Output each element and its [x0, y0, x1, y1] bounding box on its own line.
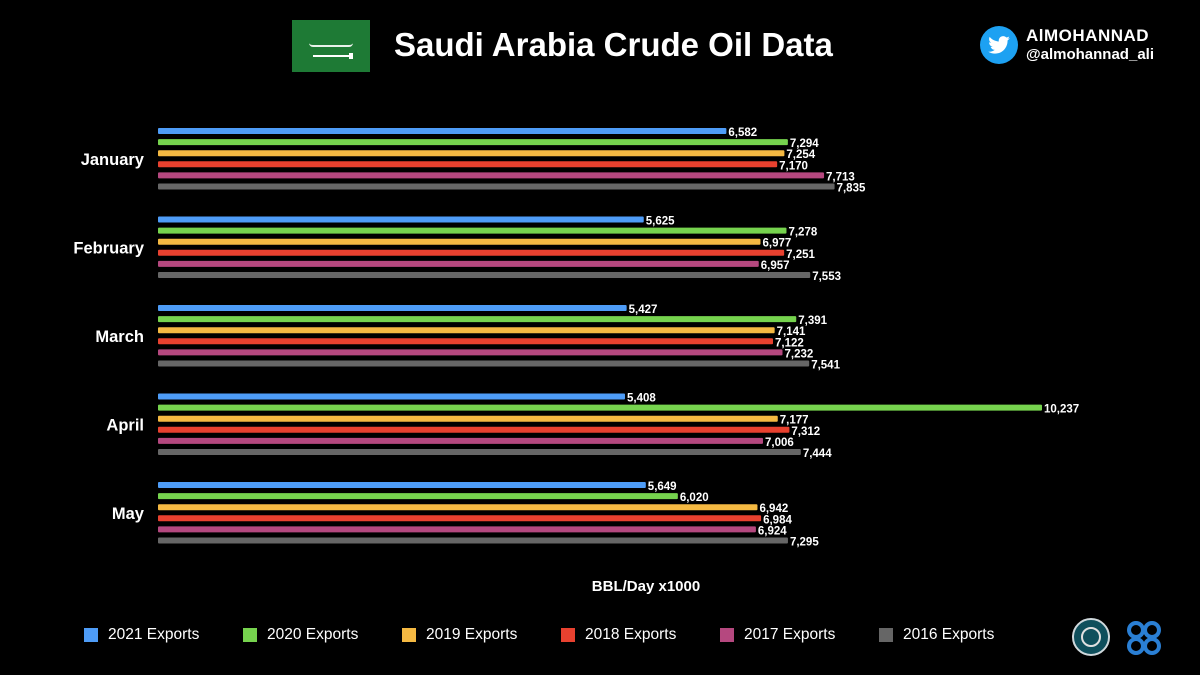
bar-value-label: 7,835 — [837, 183, 866, 195]
bar-value-label: 6,984 — [763, 514, 792, 526]
bar-value-label: 7,391 — [798, 315, 827, 327]
bar-may-2 — [158, 504, 758, 511]
category-label-january: January — [81, 151, 145, 169]
bar-value-label: 7,294 — [790, 138, 819, 150]
bar-march-2 — [158, 327, 775, 334]
x-axis-label: BBL/Day x1000 — [592, 578, 700, 595]
legend-item: 2016 Exports — [879, 626, 1038, 644]
brand-handle: @almohannad_ali — [1026, 46, 1154, 63]
legend-item: 2019 Exports — [402, 626, 561, 644]
bar-march-4 — [158, 349, 783, 356]
legend-swatch — [243, 628, 257, 642]
bar-january-0 — [158, 128, 727, 134]
bar-january-1 — [158, 139, 788, 146]
bar-march-1 — [158, 316, 797, 323]
bar-may-5 — [158, 537, 788, 544]
legend-item: 2020 Exports — [243, 626, 402, 644]
category-label-april: April — [106, 416, 144, 434]
bar-february-1 — [158, 227, 787, 234]
legend-label: 2020 Exports — [267, 626, 359, 643]
bar-value-label: 6,942 — [759, 503, 788, 515]
bar-value-label: 6,977 — [762, 238, 791, 250]
bar-value-label: 7,553 — [812, 271, 841, 283]
legend: 2021 Exports 2020 Exports 2019 Exports 2018… — [84, 626, 1038, 644]
bar-april-2 — [158, 415, 778, 422]
bar-value-label: 5,625 — [646, 216, 675, 228]
bar-value-label: 5,649 — [648, 481, 677, 493]
bar-value-label: 7,713 — [826, 171, 855, 183]
bar-value-label: 7,295 — [790, 537, 819, 549]
legend-swatch — [402, 628, 416, 642]
bar-february-0 — [158, 216, 644, 223]
bar-value-label: 6,924 — [758, 525, 787, 537]
bar-may-4 — [158, 526, 756, 533]
bar-march-5 — [158, 360, 810, 367]
bar-january-2 — [158, 150, 785, 157]
bar-april-1 — [158, 404, 1042, 411]
bar-value-label: 7,232 — [785, 348, 814, 360]
bar-value-label: 7,312 — [791, 426, 820, 438]
bar-may-3 — [158, 515, 762, 522]
bar-value-label: 7,006 — [765, 437, 794, 449]
legend-swatch — [561, 628, 575, 642]
bar-value-label: 5,427 — [629, 304, 658, 316]
ministry-emblem-icon — [1072, 618, 1110, 656]
bar-may-1 — [158, 493, 678, 500]
legend-item: 2017 Exports — [720, 626, 879, 644]
bar-january-4 — [158, 172, 825, 179]
bar-value-label: 7,170 — [779, 160, 808, 172]
bar-january-3 — [158, 161, 778, 168]
legend-swatch — [84, 628, 98, 642]
twitter-bird-icon — [980, 26, 1018, 64]
legend-swatch — [879, 628, 893, 642]
page-title: Saudi Arabia Crude Oil Data — [394, 26, 833, 63]
category-label-may: May — [112, 505, 145, 523]
bar-march-0 — [158, 305, 627, 311]
bar-march-3 — [158, 338, 774, 345]
bar-value-label: 7,254 — [786, 149, 815, 161]
saudi-flag-icon — [292, 20, 370, 72]
legend-label: 2017 Exports — [744, 626, 836, 643]
legend-label: 2019 Exports — [426, 626, 518, 643]
bar-value-label: 7,541 — [811, 360, 840, 372]
bar-april-0 — [158, 393, 625, 400]
legend-label: 2018 Exports — [585, 626, 677, 643]
bar-value-label: 6,957 — [761, 260, 790, 272]
bar-value-label: 10,237 — [1044, 404, 1079, 416]
bar-value-label: 7,141 — [777, 326, 806, 338]
bar-may-0 — [158, 482, 646, 488]
category-label-february: February — [73, 239, 144, 257]
bar-value-label: 5,408 — [627, 393, 656, 405]
legend-label: 2016 Exports — [903, 626, 995, 643]
bar-value-label: 7,177 — [780, 415, 809, 427]
bar-value-label: 7,122 — [775, 337, 804, 349]
opec-logo-icon — [1127, 621, 1161, 655]
legend-item: 2021 Exports — [84, 626, 243, 644]
bar-value-label: 7,278 — [788, 227, 817, 239]
bar-value-label: 6,020 — [680, 492, 709, 504]
legend-swatch — [720, 628, 734, 642]
category-label-march: March — [95, 328, 144, 346]
bar-april-3 — [158, 426, 790, 433]
bar-february-2 — [158, 238, 761, 245]
bar-april-4 — [158, 437, 763, 444]
bar-january-5 — [158, 183, 835, 190]
brand-name: AlMOHANNAD — [1026, 26, 1150, 45]
legend-item: 2018 Exports — [561, 626, 720, 644]
bar-value-label: 6,582 — [728, 127, 757, 139]
bar-february-5 — [158, 272, 811, 278]
legend-label: 2021 Exports — [108, 626, 200, 643]
bar-april-5 — [158, 449, 801, 455]
bar-february-3 — [158, 249, 785, 256]
brand-block: AlMOHANNAD @almohannad_ali — [980, 26, 1154, 64]
bar-february-4 — [158, 260, 759, 267]
bar-value-label: 7,444 — [803, 448, 832, 460]
bar-value-label: 7,251 — [786, 249, 815, 261]
